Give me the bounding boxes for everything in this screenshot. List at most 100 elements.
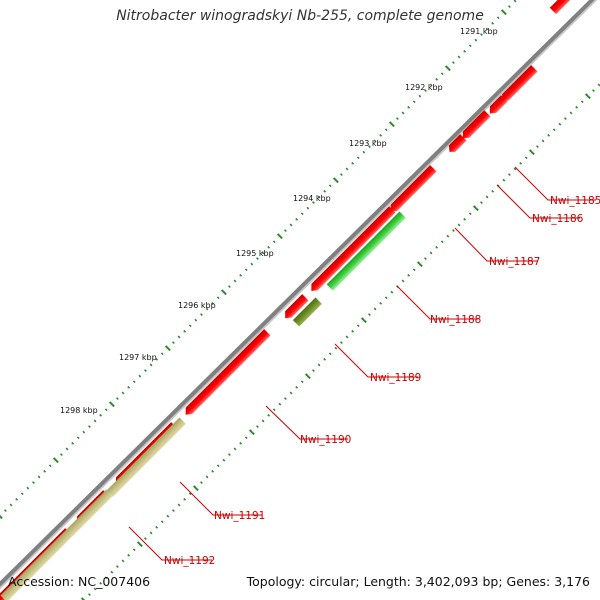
outer-minor-tick [284,229,287,232]
gene-feature-small-2[interactable] [446,134,467,155]
gene-feature-nwi-1189[interactable] [282,294,309,321]
ruler-label-1295: 1295 kbp [236,249,274,258]
genome-summary-text: Topology: circular; Length: 3,402,093 bp… [246,574,590,589]
inner-major-tick [248,429,255,436]
inner-minor-tick [491,189,495,193]
feature-olive[interactable] [292,297,322,327]
inner-minor-tick [552,128,556,132]
outer-minor-tick [300,212,304,216]
outer-minor-tick [396,117,399,120]
inner-minor-tick [536,145,539,148]
leader-nwi-1188 [396,285,478,320]
leader-nwi-1191 [179,481,262,516]
outer-minor-tick [20,492,24,496]
gene-label-nwi-1187: Nwi_1187 [489,256,540,268]
inner-minor-tick [356,324,360,328]
leader-nwi-1187 [454,227,537,262]
inner-minor-tick [379,301,383,305]
inner-major-tick [472,205,479,212]
outer-minor-tick [368,145,371,148]
inner-minor-tick [127,553,131,557]
outer-minor-tick [261,251,265,255]
map-title: Nitrobacter winogradskyi Nb-255, complet… [116,8,484,24]
outer-minor-tick [491,21,495,25]
outer-major-tick [164,345,171,352]
outer-minor-tick [362,150,366,154]
outer-minor-tick [485,27,489,31]
inner-minor-tick [463,217,467,221]
outer-minor-tick [93,419,97,423]
inner-minor-tick [312,369,315,372]
leader-nwi-1190 [265,405,348,440]
inner-minor-tick [99,581,103,585]
inner-minor-tick [558,122,562,126]
gene-feature-nwi-1190[interactable] [182,329,271,417]
inner-minor-tick [547,133,551,137]
inner-minor-tick [166,514,170,518]
gene-feature-nwi-1187[interactable] [388,165,437,214]
outer-minor-tick [340,173,343,176]
gene-label-nwi-1192: Nwi_1192 [164,555,215,567]
inner-minor-tick [88,593,91,596]
outer-minor-tick [211,301,215,305]
inner-minor-tick [211,469,215,473]
outer-minor-tick [43,469,47,473]
outer-minor-tick [188,324,192,328]
inner-minor-tick [110,570,114,574]
gene-feature-nwi-1185[interactable] [549,0,588,15]
outer-minor-tick [65,447,69,451]
outer-minor-tick [172,341,175,344]
accession-text: Accession: NC_007406 [8,574,151,589]
inner-minor-tick [160,520,164,524]
feature-khaki-2[interactable] [0,489,113,600]
inner-minor-tick [351,329,355,333]
outer-minor-tick [468,44,472,48]
gene-feature-nwi-1186b[interactable] [486,95,508,116]
inner-tick-marks [80,83,600,600]
gene-feature-nwi-1186[interactable] [499,65,538,104]
gene-feature-nwi-1188[interactable] [308,206,396,294]
inner-minor-tick [340,341,343,344]
outer-minor-tick [312,201,315,204]
inner-minor-tick [513,167,517,171]
inner-minor-tick [345,335,349,339]
inner-minor-tick [429,251,433,255]
inner-minor-tick [323,357,327,361]
outer-minor-tick [82,430,86,434]
outer-major-tick [220,289,227,296]
outer-major-tick [332,177,339,184]
inner-minor-tick [216,464,220,468]
outer-minor-tick [233,279,237,283]
ruler-label-1297: 1297 kbp [119,353,157,362]
feature-khaki-1[interactable] [106,417,186,497]
outer-minor-tick [144,369,147,372]
outer-minor-tick [177,335,181,339]
outer-major-tick [52,457,59,464]
outer-minor-tick [60,453,63,456]
inner-minor-tick [401,279,405,283]
outer-minor-tick [104,408,108,412]
inner-minor-tick [228,453,231,456]
outer-minor-tick [216,296,220,300]
rna-feature-green[interactable] [326,211,406,291]
leader-nwi-1189 [334,343,418,378]
inner-minor-tick [424,257,427,260]
inner-minor-tick [446,234,450,238]
outer-minor-tick [183,329,187,333]
inner-minor-tick [239,441,243,445]
outer-minor-tick [205,307,209,311]
gene-label-nwi-1190: Nwi_1190 [300,434,351,446]
gene-feature-small-1[interactable] [459,110,491,141]
inner-minor-tick [373,307,377,311]
outer-minor-tick [418,94,422,98]
inner-minor-tick [524,156,528,160]
outer-minor-tick [250,262,254,266]
outer-minor-tick [424,89,427,92]
inner-minor-tick [177,503,181,507]
outer-minor-tick [401,111,405,115]
inner-minor-tick [200,481,203,484]
inner-minor-tick [300,380,304,384]
outer-minor-tick [323,189,327,193]
inner-major-tick [416,261,423,268]
outer-minor-tick [48,464,52,468]
